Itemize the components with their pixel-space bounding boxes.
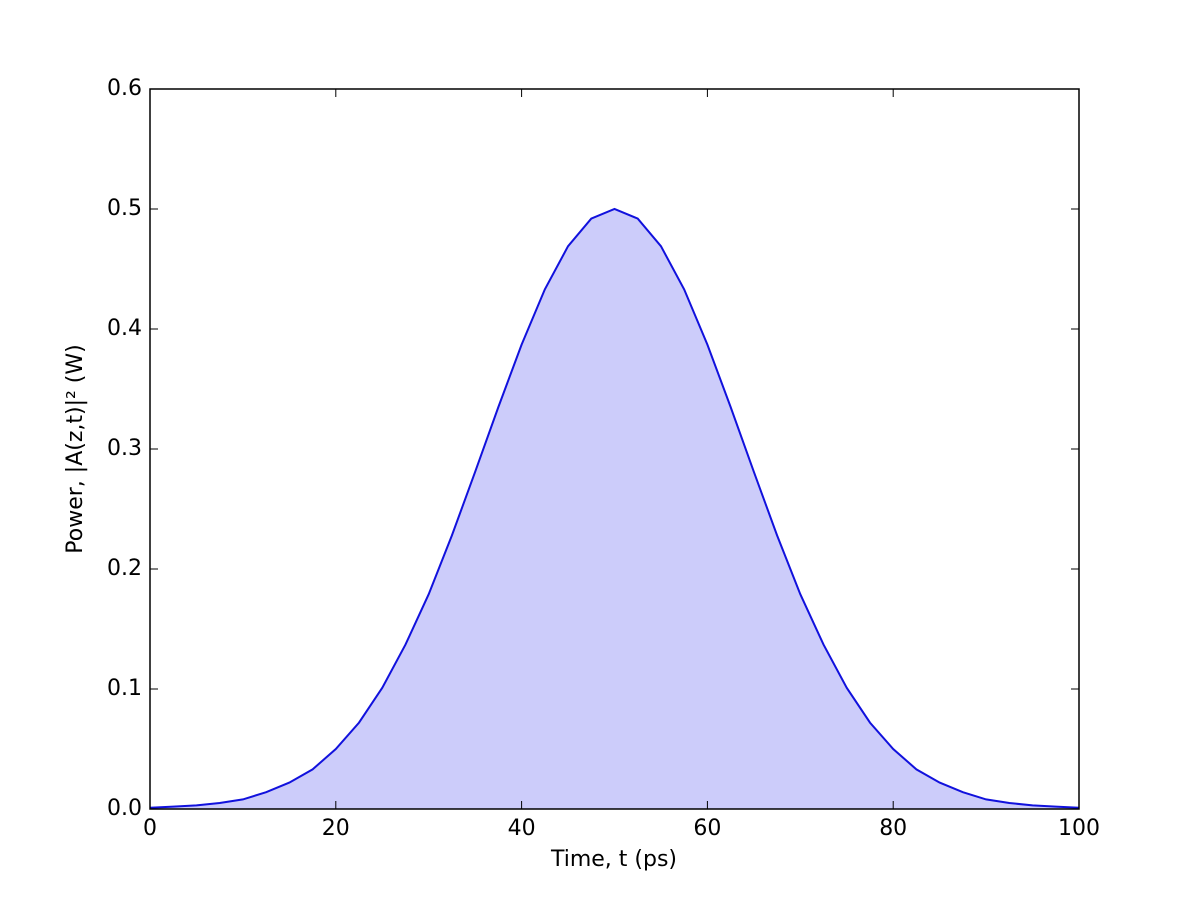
y-tick-label: 0.2: [107, 556, 142, 581]
x-tick-label: 100: [1058, 816, 1100, 841]
line: [149, 207, 1080, 809]
y-tick-label: 0.6: [107, 76, 142, 101]
x-tick-label: 80: [879, 816, 907, 841]
x-tick-label: 40: [508, 816, 536, 841]
x-tick-label: 60: [693, 816, 721, 841]
y-tick-label: 0.4: [107, 316, 142, 341]
y-tick-label: 0.3: [107, 436, 142, 461]
y-tick-label: 0.5: [107, 196, 142, 221]
y-axis-label: Power, |A(z,t)|² (W): [63, 344, 88, 553]
x-tick-label: 20: [322, 816, 350, 841]
y-tick-label: 0.1: [107, 676, 142, 701]
x-axis-label: Time, t (ps): [550, 847, 677, 872]
plot-frame: [149, 88, 1080, 810]
x-tick-label: 0: [143, 816, 157, 841]
y-tick-label: 0.0: [107, 796, 142, 821]
area-fill: [150, 209, 1079, 809]
